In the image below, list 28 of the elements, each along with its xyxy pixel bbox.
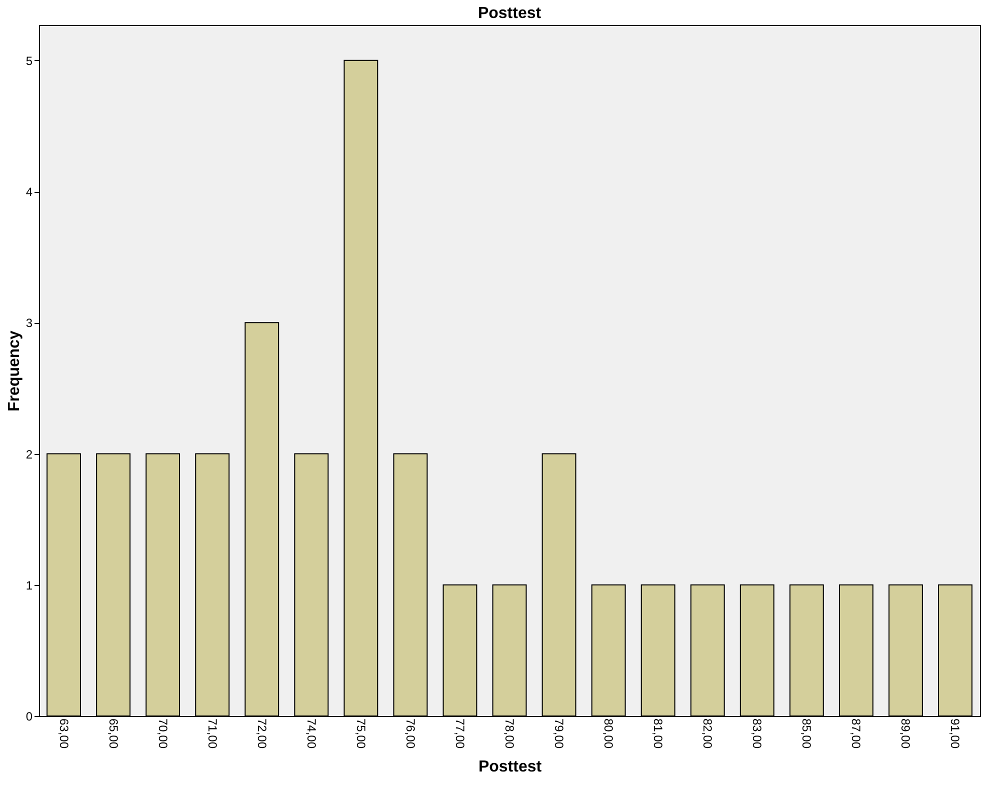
x-axis-title: Posttest [478,758,542,776]
x-tick-label: 89,00 [898,718,913,749]
y-tick-label: 3 [26,316,33,330]
x-tick-label: 80,00 [602,718,616,749]
y-tick-label: 5 [26,54,33,68]
y-tick-label: 4 [26,185,33,200]
x-tick-label: 79,00 [552,718,566,749]
x-tick-label: 76,00 [403,718,418,749]
x-tick-label: 83,00 [750,718,764,749]
x-tick-label: 81,00 [651,718,666,749]
x-tick-label: 70,00 [156,718,170,749]
x-tick-label: 65,00 [106,718,120,749]
y-tick-label: 1 [26,578,33,592]
x-tick-label: 85,00 [800,718,814,749]
y-tick-label: 0 [26,710,33,724]
x-tick-label: 87,00 [849,718,864,749]
x-tick-label: 75,00 [354,718,368,749]
y-tick-label: 2 [26,447,33,462]
x-tick-label: 82,00 [700,718,715,749]
x-tick-label: 74,00 [304,718,318,749]
x-tick-label: 77,00 [452,718,467,749]
chart-title: Posttest [478,5,542,22]
y-axis-title: Frequency [6,330,23,412]
x-tick-label: 91,00 [948,718,962,749]
x-tick-label: 78,00 [502,718,516,749]
x-tick-label: 63,00 [56,718,71,749]
x-tick-label: 72,00 [254,718,269,749]
x-tick-label: 71,00 [205,718,220,749]
